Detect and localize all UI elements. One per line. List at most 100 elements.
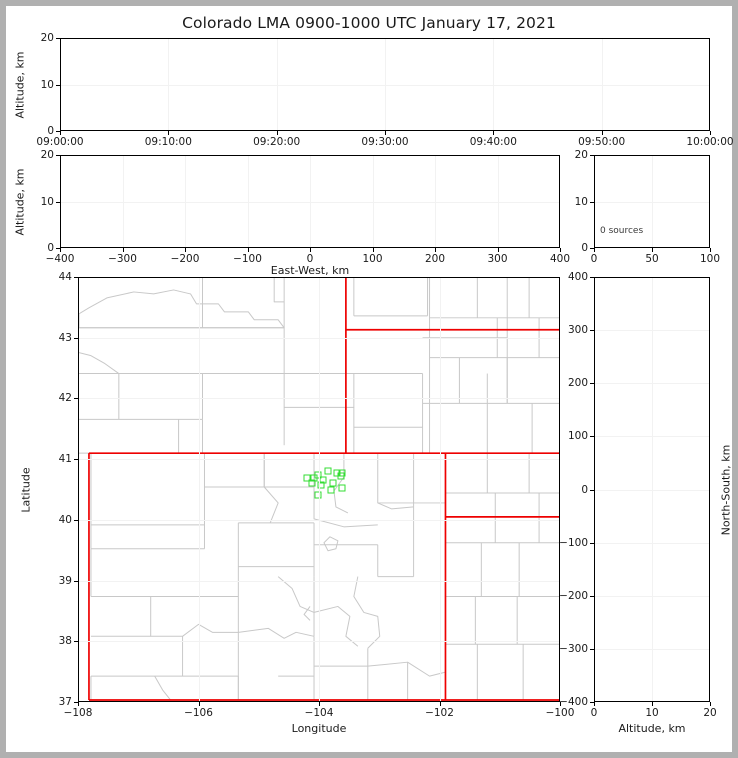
tick-label-y: 39: [58, 574, 72, 587]
tick-label-y: 37: [58, 696, 72, 708]
tick-label-x: 0: [306, 253, 314, 265]
tick-label-x: 0: [590, 707, 598, 719]
tick-mark-x: [247, 248, 249, 252]
lma-station-marker: [337, 472, 345, 480]
tick-label-y: 0: [47, 242, 54, 254]
tick-label-y: −100: [559, 536, 588, 549]
tick-label-x: 09:30:00: [361, 136, 409, 148]
tick-mark-x: [385, 131, 386, 135]
tick-mark-y: [590, 383, 594, 385]
source-count-annotation: 0 sources: [600, 226, 644, 236]
lma-station-marker: [329, 479, 337, 487]
tick-mark-y: [56, 38, 60, 39]
tick-mark-y: [590, 648, 594, 650]
page-title: Colorado LMA 0900-1000 UTC January 17, 2…: [182, 14, 556, 32]
tick-mark-x: [710, 131, 711, 135]
tick-mark-x: [198, 702, 200, 706]
tick-mark-y: [56, 155, 60, 156]
lma-station-marker: [310, 474, 318, 482]
tick-mark-y: [74, 702, 78, 703]
tick-mark-x: [122, 248, 124, 252]
tick-mark-y: [590, 155, 594, 156]
tick-mark-y: [74, 398, 78, 400]
tick-label-x: −400: [45, 253, 75, 265]
tick-mark-y: [56, 201, 60, 203]
tick-mark-y: [590, 702, 594, 703]
lma-station-marker: [324, 467, 332, 475]
gridline-horizontal: [595, 542, 709, 544]
tick-label-x: −200: [170, 253, 200, 265]
tick-mark-y: [590, 277, 594, 278]
tick-mark-x: [710, 248, 711, 252]
gridline-horizontal: [595, 648, 709, 650]
tick-mark-x: [497, 248, 499, 252]
tick-mark-x: [560, 248, 561, 252]
tick-label-x: 20: [703, 707, 717, 719]
tick-label-x: 09:50:00: [578, 136, 626, 148]
tick-label-y: 300: [567, 324, 588, 337]
tick-label-y: 100: [567, 430, 588, 443]
tick-mark-x: [319, 702, 320, 706]
tick-label-x: −108: [63, 707, 93, 719]
tick-label-x: 09:20:00: [253, 136, 301, 148]
tick-label-y: 0: [581, 483, 588, 496]
tick-label-y: 40: [58, 513, 72, 526]
tick-label-y: 400: [567, 271, 588, 283]
lma-station-marker: [338, 484, 346, 492]
tick-label-x: 400: [549, 253, 571, 265]
tick-mark-y: [56, 84, 60, 86]
axis-label-y: Altitude, km: [13, 50, 27, 119]
gridline-horizontal: [79, 398, 559, 400]
gridline-horizontal: [595, 383, 709, 385]
tick-label-y: −200: [559, 589, 588, 602]
lma-station-marker: [317, 481, 325, 489]
tick-label-x: −300: [108, 253, 137, 265]
tick-label-y: 10: [40, 78, 54, 91]
tick-label-x: 09:40:00: [469, 136, 517, 148]
tick-label-x: −104: [304, 707, 334, 719]
gridline-horizontal: [595, 595, 709, 597]
tick-mark-y: [590, 542, 594, 544]
axis-label-x: Longitude: [291, 722, 347, 735]
tick-label-y: 20: [40, 32, 54, 44]
tick-label-x: 200: [424, 253, 446, 265]
tick-mark-y: [56, 131, 60, 132]
tick-mark-x: [372, 248, 374, 252]
tick-mark-x: [276, 131, 278, 135]
lma-station-marker: [303, 474, 311, 482]
tick-mark-x: [594, 702, 595, 706]
tick-mark-y: [74, 277, 78, 278]
tick-mark-y: [74, 519, 78, 521]
tick-label-x: 09:00:00: [36, 136, 84, 148]
lma-station-marker: [327, 486, 335, 494]
tick-mark-x: [439, 702, 441, 706]
tick-mark-x: [560, 702, 561, 706]
gridline-horizontal: [61, 201, 559, 203]
tick-label-y: −400: [559, 696, 588, 708]
gridline-horizontal: [79, 337, 559, 339]
gridline-horizontal: [595, 489, 709, 491]
tick-label-x: 100: [362, 253, 383, 265]
axis-label-y: Altitude, km: [13, 167, 27, 236]
tick-label-x: 0: [590, 253, 598, 265]
gridline-horizontal: [79, 580, 559, 582]
axis-label-y: Latitude: [19, 466, 33, 513]
gridline-horizontal: [79, 519, 559, 521]
tick-mark-x: [652, 248, 653, 252]
tick-label-x: 10:00:00: [686, 136, 734, 148]
tick-mark-y: [590, 595, 594, 597]
map-geography: [79, 278, 559, 701]
tick-mark-y: [74, 580, 78, 582]
tick-label-x: 50: [645, 253, 659, 265]
gridline-vertical: [439, 278, 441, 701]
tick-label-y: 44: [58, 271, 72, 283]
tick-mark-x: [601, 131, 603, 135]
tick-label-y: 43: [58, 331, 72, 344]
tick-mark-x: [710, 702, 711, 706]
tick-label-x: −100: [545, 707, 575, 719]
tick-mark-x: [185, 248, 186, 252]
tick-mark-y: [590, 201, 594, 203]
tick-label-y: 10: [574, 195, 588, 208]
tick-mark-x: [78, 702, 79, 706]
